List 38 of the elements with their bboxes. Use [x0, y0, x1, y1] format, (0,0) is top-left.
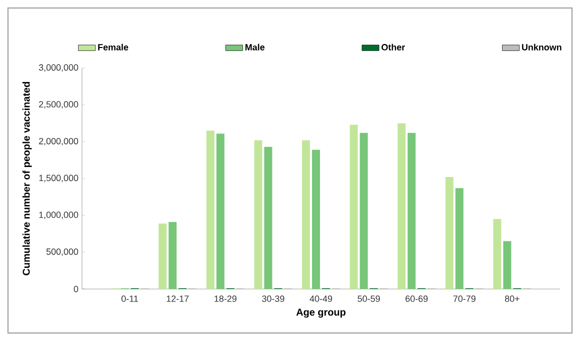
bar [408, 132, 416, 289]
bar [254, 140, 262, 289]
bar [158, 223, 167, 289]
x-tick-label: 50-59 [358, 296, 380, 302]
x-axis-title: Age group [296, 308, 346, 318]
x-tick-label: 30-39 [262, 296, 284, 302]
y-axis-title: Cumulative number of people vaccinated [22, 82, 32, 276]
bar [168, 222, 177, 289]
x-tick-label: 18-29 [214, 296, 236, 302]
y-tick-label: 500,000 [46, 248, 78, 256]
bar [493, 219, 502, 289]
bar [455, 188, 464, 289]
y-tick-label: 0 [74, 286, 78, 292]
bar [503, 241, 512, 289]
legend-label: Female [98, 44, 128, 50]
bar [350, 124, 358, 289]
y-tick-label: 2,000,000 [39, 138, 78, 146]
bar [312, 150, 320, 289]
bar [216, 134, 224, 289]
bar [264, 146, 272, 289]
legend-label: Other [382, 44, 405, 50]
legend-label: Unknown [522, 44, 562, 50]
bar [302, 140, 310, 289]
x-tick-label: 80+ [504, 296, 520, 302]
y-tick-label: 2,500,000 [39, 101, 78, 109]
x-tick-label: 0-11 [122, 296, 138, 302]
y-tick-label: 1,000,000 [39, 212, 78, 220]
y-tick-label: 3,000,000 [38, 64, 78, 72]
x-tick-label: 12-17 [166, 296, 189, 302]
bar [445, 177, 454, 289]
x-tick-label: 70-79 [453, 296, 476, 302]
x-tick-label: 40-49 [310, 296, 332, 302]
bar [398, 123, 406, 289]
bar [206, 130, 214, 289]
x-tick-label: 60-69 [406, 296, 428, 302]
y-tick-label: 1,500,000 [39, 174, 78, 182]
bar [360, 132, 368, 289]
legend-label: Male [245, 44, 264, 50]
